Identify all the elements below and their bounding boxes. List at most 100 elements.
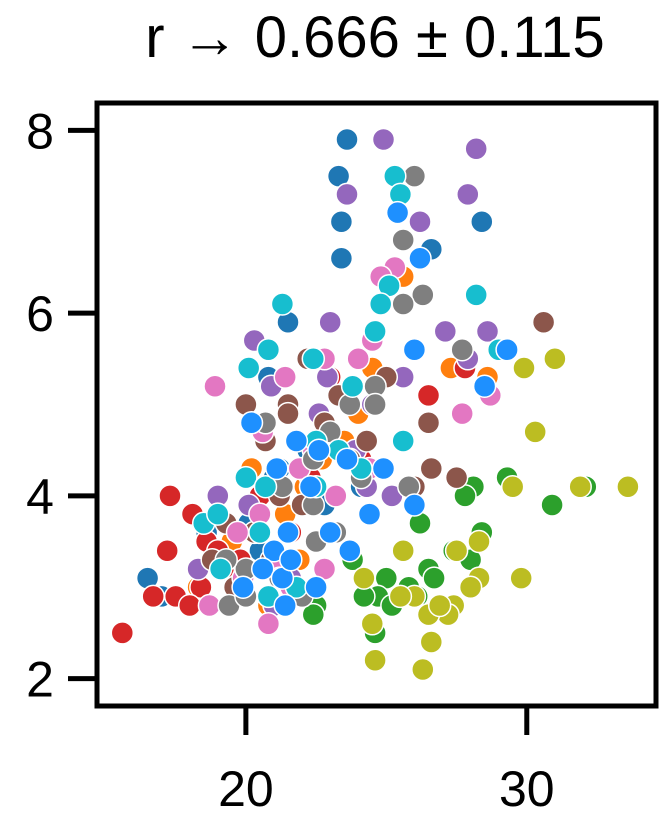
y-tick-label: 2 bbox=[26, 652, 54, 708]
data-point bbox=[450, 401, 474, 426]
data-point bbox=[543, 347, 567, 371]
data-point bbox=[495, 337, 519, 362]
data-point bbox=[360, 612, 385, 636]
data-point bbox=[276, 520, 300, 545]
data-point bbox=[371, 127, 396, 152]
data-point bbox=[239, 411, 264, 435]
data-point bbox=[307, 438, 331, 462]
data-point bbox=[363, 319, 387, 344]
data-point bbox=[467, 529, 491, 554]
data-point bbox=[276, 401, 300, 426]
data-point bbox=[391, 292, 415, 316]
data-point bbox=[500, 474, 525, 499]
data-point bbox=[248, 520, 272, 545]
data-point bbox=[329, 210, 354, 234]
data-point bbox=[408, 210, 432, 234]
data-point bbox=[363, 648, 387, 673]
data-point bbox=[391, 538, 415, 563]
data-point bbox=[450, 337, 474, 362]
data-point bbox=[363, 392, 387, 417]
data-point bbox=[318, 520, 342, 545]
data-point bbox=[388, 584, 413, 609]
data-point bbox=[411, 657, 435, 682]
data-point bbox=[335, 447, 359, 472]
data-point bbox=[416, 411, 441, 435]
data-point bbox=[155, 538, 179, 563]
data-point bbox=[335, 182, 359, 207]
data-point bbox=[284, 429, 309, 453]
data-point bbox=[250, 557, 275, 581]
data-point bbox=[253, 474, 278, 499]
data-point bbox=[458, 575, 483, 599]
data-point bbox=[444, 465, 469, 490]
data-point bbox=[419, 456, 444, 481]
data-point bbox=[340, 374, 365, 398]
data-point bbox=[512, 356, 536, 380]
data-point bbox=[265, 456, 289, 481]
data-point bbox=[433, 319, 458, 344]
x-tick-label: 30 bbox=[499, 761, 555, 817]
data-point bbox=[523, 420, 547, 444]
x-tick-label: 20 bbox=[218, 761, 274, 817]
data-point bbox=[616, 474, 640, 499]
data-point bbox=[236, 356, 261, 380]
data-point bbox=[256, 337, 281, 362]
data-point bbox=[225, 520, 250, 545]
data-point bbox=[273, 593, 297, 618]
data-point bbox=[270, 292, 295, 316]
data-point bbox=[298, 474, 323, 499]
data-point bbox=[318, 310, 342, 335]
data-point bbox=[402, 493, 427, 517]
data-point bbox=[472, 374, 497, 398]
data-point bbox=[391, 228, 415, 252]
plot-frame bbox=[94, 100, 659, 709]
data-point bbox=[110, 621, 135, 645]
data-point bbox=[464, 136, 488, 161]
data-point bbox=[338, 538, 362, 563]
data-point bbox=[208, 557, 233, 581]
axes: 20 30 2 4 6 8 bbox=[26, 103, 555, 817]
data-point bbox=[231, 575, 255, 599]
data-points bbox=[110, 127, 640, 682]
data-point bbox=[234, 465, 258, 490]
data-point bbox=[391, 429, 415, 453]
data-point bbox=[402, 164, 427, 188]
data-point bbox=[301, 602, 326, 627]
data-point bbox=[203, 374, 227, 398]
data-point bbox=[324, 484, 348, 508]
data-point bbox=[206, 502, 230, 526]
data-point bbox=[444, 538, 469, 563]
data-point bbox=[301, 347, 326, 371]
data-point bbox=[368, 292, 393, 316]
data-point bbox=[256, 612, 281, 636]
data-point bbox=[329, 246, 354, 271]
data-point bbox=[540, 493, 564, 517]
data-point bbox=[197, 593, 222, 618]
data-point bbox=[470, 210, 494, 234]
data-point bbox=[422, 566, 446, 590]
data-point bbox=[357, 502, 382, 526]
data-point bbox=[402, 337, 427, 362]
data-point bbox=[177, 593, 202, 618]
chart-title: r → 0.666 ± 0.115 bbox=[145, 5, 605, 70]
data-point bbox=[279, 548, 303, 572]
data-point bbox=[464, 283, 488, 307]
data-point bbox=[531, 310, 556, 335]
data-point bbox=[427, 593, 452, 618]
data-point bbox=[475, 319, 500, 344]
data-point bbox=[354, 429, 379, 453]
data-point bbox=[509, 566, 533, 590]
data-point bbox=[411, 283, 435, 307]
data-point bbox=[568, 474, 592, 499]
y-tick-label: 8 bbox=[26, 103, 54, 159]
data-point bbox=[335, 127, 359, 152]
data-point bbox=[273, 365, 297, 389]
data-point bbox=[456, 182, 480, 207]
data-point bbox=[408, 246, 432, 271]
data-point bbox=[416, 383, 441, 408]
data-point bbox=[371, 456, 396, 481]
data-point bbox=[141, 584, 165, 609]
y-tick-label: 4 bbox=[26, 469, 54, 525]
data-point bbox=[385, 200, 410, 225]
